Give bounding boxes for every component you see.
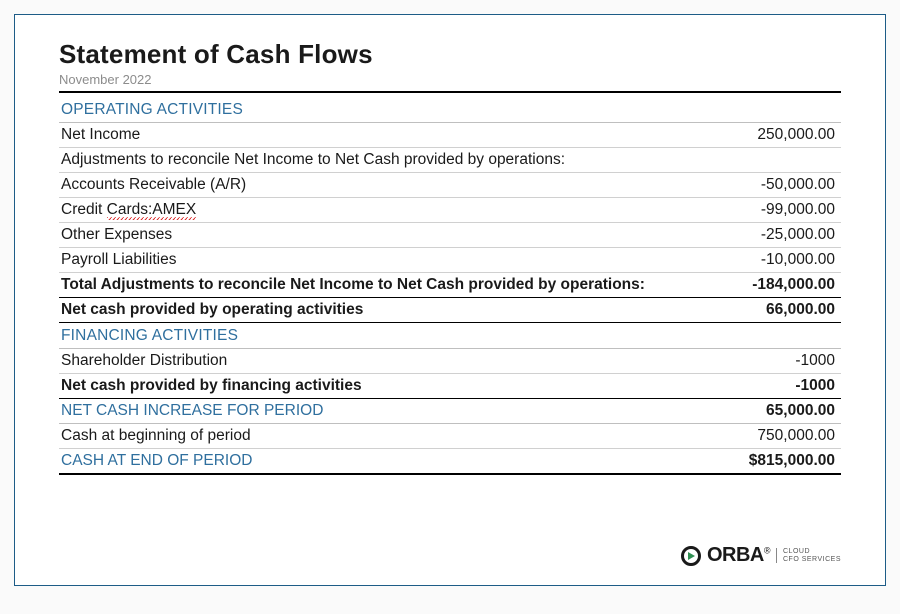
op-line-cc-value: -99,000.00 <box>673 198 841 223</box>
net-increase-row: NET CASH INCREASE FOR PERIOD 65,000.00 <box>59 399 841 424</box>
fin-netcash-value: -1000 <box>673 374 841 399</box>
brand-subtext: CLOUD CFO SERVICES <box>776 548 841 563</box>
begin-cash-row: Cash at beginning of period 750,000.00 <box>59 424 841 449</box>
op-line-payroll: Payroll Liabilities -10,000.00 <box>59 248 841 273</box>
op-line-ar-label: Accounts Receivable (A/R) <box>59 173 673 198</box>
adjust-intro-row: Adjustments to reconcile Net Income to N… <box>59 148 841 173</box>
brand-sub1: CLOUD <box>783 548 810 555</box>
begin-cash-value: 750,000.00 <box>673 424 841 449</box>
financing-header: FINANCING ACTIVITIES <box>59 323 841 349</box>
op-line-cc-pre: Credit <box>61 201 107 218</box>
doc-title: Statement of Cash Flows <box>59 39 841 70</box>
op-line-ar: Accounts Receivable (A/R) -50,000.00 <box>59 173 841 198</box>
adjust-intro: Adjustments to reconcile Net Income to N… <box>59 148 841 173</box>
fin-line-shareholder-label: Shareholder Distribution <box>59 349 673 374</box>
brand-sub2: CFO SERVICES <box>783 556 841 563</box>
op-netcash-value: 66,000.00 <box>673 298 841 323</box>
net-increase-label: NET CASH INCREASE FOR PERIOD <box>59 399 673 424</box>
net-income-value: 250,000.00 <box>673 123 841 148</box>
total-adjust-row: Total Adjustments to reconcile Net Incom… <box>59 273 841 298</box>
op-line-cc: Credit Cards:AMEX -99,000.00 <box>59 198 841 223</box>
financing-header-row: FINANCING ACTIVITIES <box>59 323 841 349</box>
registered-icon: ® <box>764 545 770 555</box>
total-adjust-label: Total Adjustments to reconcile Net Incom… <box>59 273 673 298</box>
operating-header: OPERATING ACTIVITIES <box>59 97 841 123</box>
fin-netcash-row: Net cash provided by financing activitie… <box>59 374 841 399</box>
fin-netcash-label: Net cash provided by financing activitie… <box>59 374 673 399</box>
net-income-label: Net Income <box>59 123 673 148</box>
end-cash-label: CASH AT END OF PERIOD <box>59 449 673 475</box>
fin-line-shareholder-value: -1000 <box>673 349 841 374</box>
document-frame: Statement of Cash Flows November 2022 OP… <box>14 14 886 586</box>
brand-name-text: ORBA <box>707 544 764 566</box>
op-line-payroll-value: -10,000.00 <box>673 248 841 273</box>
cashflow-table: OPERATING ACTIVITIES Net Income 250,000.… <box>59 97 841 475</box>
op-netcash-label: Net cash provided by operating activitie… <box>59 298 673 323</box>
begin-cash-label: Cash at beginning of period <box>59 424 673 449</box>
play-circle-icon <box>681 546 701 566</box>
brand-logo: ORBA® CLOUD CFO SERVICES <box>681 544 841 567</box>
doc-period: November 2022 <box>59 72 841 87</box>
end-cash-row: CASH AT END OF PERIOD $815,000.00 <box>59 449 841 475</box>
operating-header-row: OPERATING ACTIVITIES <box>59 97 841 123</box>
net-income-row: Net Income 250,000.00 <box>59 123 841 148</box>
brand-name: ORBA® <box>707 544 770 567</box>
op-line-other-label: Other Expenses <box>59 223 673 248</box>
total-adjust-value: -184,000.00 <box>673 273 841 298</box>
spellcheck-squiggle: Cards:AMEX <box>107 201 197 219</box>
op-line-other-value: -25,000.00 <box>673 223 841 248</box>
op-line-ar-value: -50,000.00 <box>673 173 841 198</box>
net-increase-value: 65,000.00 <box>673 399 841 424</box>
title-rule <box>59 91 841 93</box>
end-cash-value: $815,000.00 <box>673 449 841 475</box>
op-line-cc-label: Credit Cards:AMEX <box>59 198 673 223</box>
fin-line-shareholder: Shareholder Distribution -1000 <box>59 349 841 374</box>
op-netcash-row: Net cash provided by operating activitie… <box>59 298 841 323</box>
op-line-other: Other Expenses -25,000.00 <box>59 223 841 248</box>
op-line-payroll-label: Payroll Liabilities <box>59 248 673 273</box>
